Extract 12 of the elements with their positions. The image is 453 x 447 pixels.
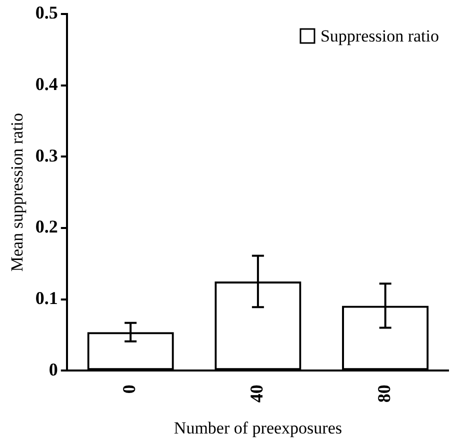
legend-label: Suppression ratio xyxy=(320,26,440,46)
y-tick-label: 0.1 xyxy=(35,288,58,308)
y-tick-label: 0 xyxy=(48,359,58,380)
y-tick-label: 0.5 xyxy=(35,2,58,23)
y-tick-label: 0.4 xyxy=(35,74,58,94)
y-tick-label: 0.3 xyxy=(35,145,58,166)
x-tick-label: 40 xyxy=(246,384,267,403)
x-tick-label: 0 xyxy=(119,384,140,394)
y-axis-title: Mean suppression ratio xyxy=(8,112,27,272)
x-axis-title: Number of preexposures xyxy=(174,418,342,438)
x-tick-label: 80 xyxy=(374,384,394,403)
y-tick-label: 0.2 xyxy=(35,216,58,237)
